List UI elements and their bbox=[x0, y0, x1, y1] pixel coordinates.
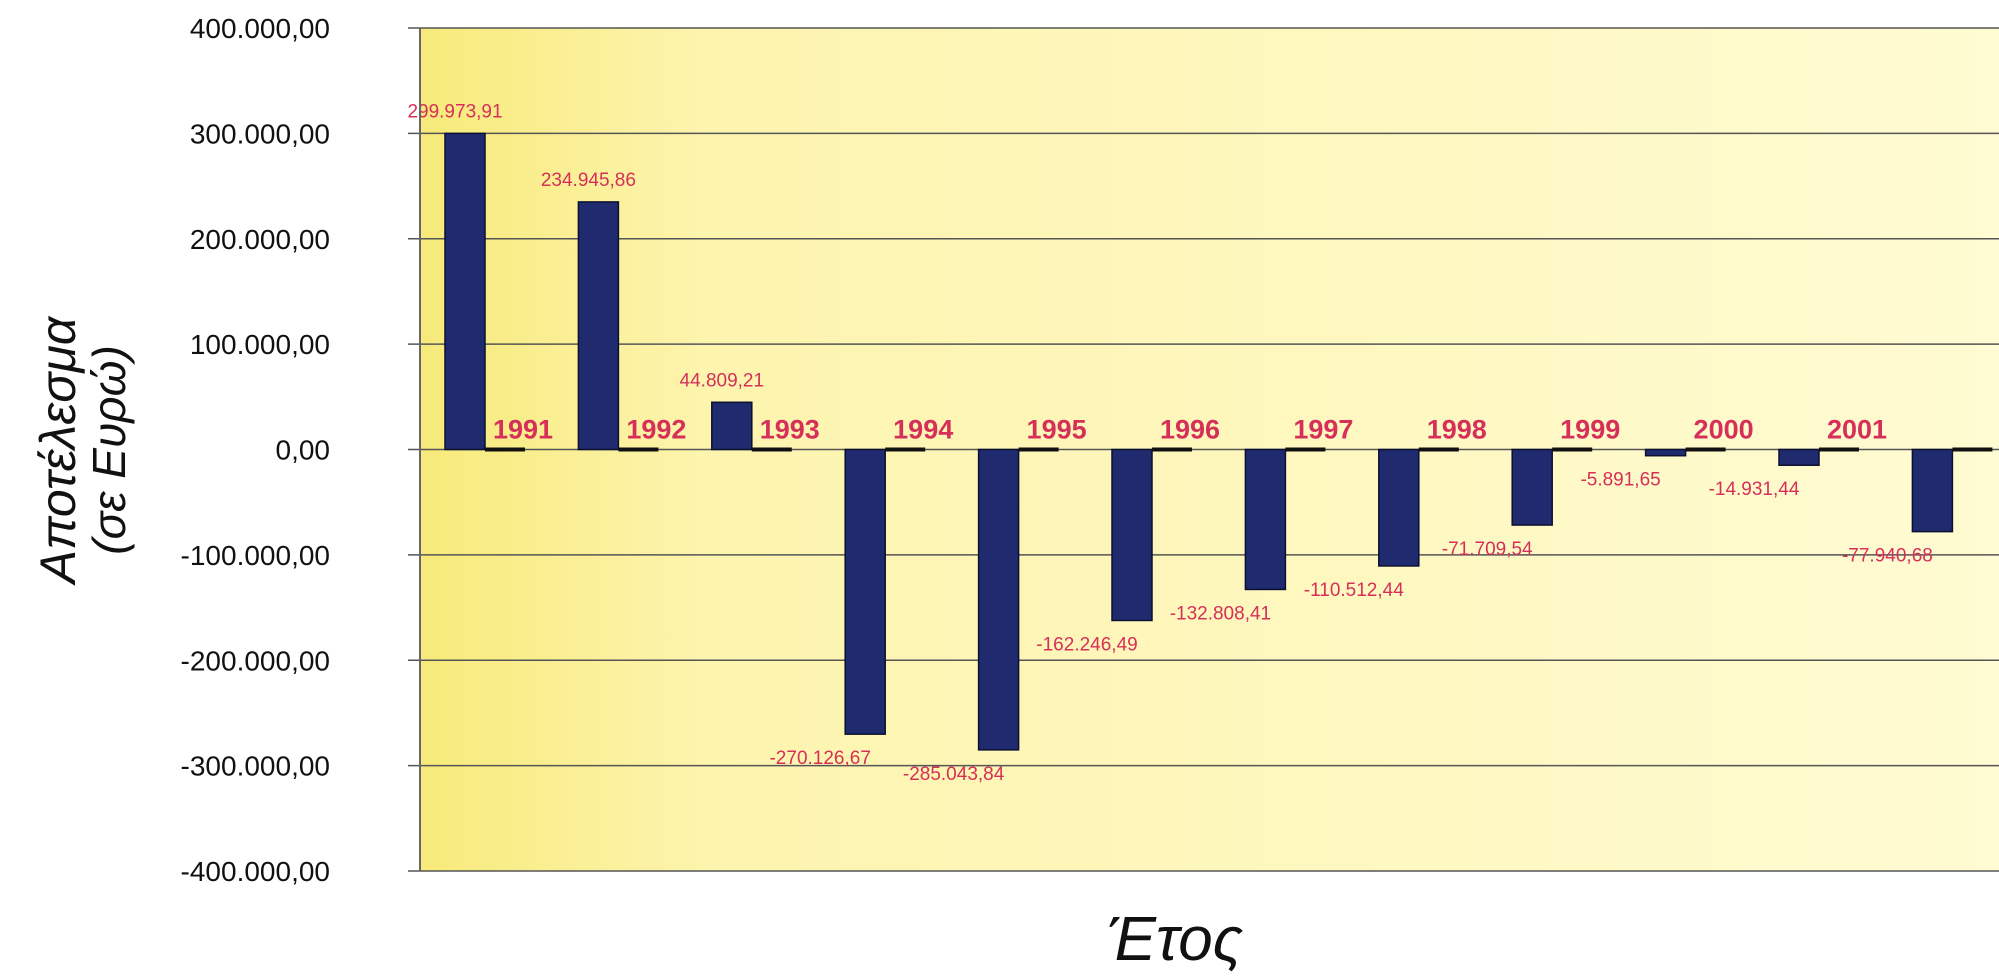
data-label: 234.945,86 bbox=[541, 170, 636, 191]
category-label: 1991 bbox=[493, 415, 553, 445]
bar-secondary bbox=[1418, 447, 1459, 452]
bar bbox=[1378, 448, 1420, 567]
y-tick-label: 0,00 bbox=[276, 435, 331, 466]
category-label: 1993 bbox=[760, 415, 820, 445]
y-tick-label: -100.000,00 bbox=[181, 540, 330, 571]
y-tick-label: 400.000,00 bbox=[190, 13, 330, 44]
bar-secondary bbox=[751, 447, 792, 452]
bar bbox=[1644, 448, 1687, 457]
category-label: 1995 bbox=[1027, 415, 1087, 445]
data-label: -132.808,41 bbox=[1170, 603, 1271, 624]
bar-secondary bbox=[1819, 447, 1859, 452]
x-axis-title: Έτος bbox=[1107, 905, 1243, 974]
y-axis-title-line1: Αποτέλεσμα bbox=[30, 315, 86, 586]
data-label: -77.940,68 bbox=[1842, 546, 1933, 567]
data-label: -270.126,67 bbox=[769, 748, 870, 769]
bar-secondary bbox=[1285, 447, 1326, 452]
bar-secondary bbox=[1152, 447, 1192, 452]
category-label: 1996 bbox=[1160, 415, 1220, 445]
y-tick-label: -200.000,00 bbox=[181, 645, 330, 676]
bar bbox=[1511, 448, 1553, 526]
bar-secondary bbox=[618, 447, 659, 452]
bar-secondary bbox=[1018, 447, 1059, 452]
y-axis-ticks: 400.000,00 300.000,00 200.000,00 100.000,00… bbox=[181, 13, 330, 887]
bar-secondary bbox=[1952, 447, 1993, 452]
bar bbox=[977, 448, 1020, 751]
category-label: 2000 bbox=[1694, 415, 1754, 445]
y-tick-label: 100.000,00 bbox=[190, 329, 330, 360]
category-label: 1997 bbox=[1293, 415, 1353, 445]
data-label: -110.512,44 bbox=[1304, 580, 1404, 601]
y-tick-label: 200.000,00 bbox=[190, 224, 330, 255]
data-labels: 299.973,91 234.945,86 44.809,21 -270.126,67… bbox=[407, 101, 1932, 784]
category-label: 1992 bbox=[626, 415, 686, 445]
category-label: 1998 bbox=[1427, 415, 1487, 445]
bar-secondary bbox=[485, 447, 525, 452]
y-tick-label: -400.000,00 bbox=[181, 856, 330, 887]
data-label: -5.891,65 bbox=[1580, 470, 1660, 491]
bar bbox=[577, 201, 620, 451]
category-label: 1994 bbox=[893, 415, 953, 445]
data-label: -162.246,49 bbox=[1036, 634, 1137, 655]
bar-secondary bbox=[885, 447, 926, 452]
category-label: 1999 bbox=[1560, 415, 1620, 445]
data-label: -71.709,54 bbox=[1442, 539, 1533, 560]
bar bbox=[844, 448, 886, 735]
data-label: 44.809,21 bbox=[680, 370, 765, 391]
data-label: 299.973,91 bbox=[407, 101, 502, 122]
bar-secondary bbox=[1552, 447, 1593, 452]
y-tick-label: 300.000,00 bbox=[190, 118, 330, 149]
y-axis-title: Αποτέλεσμα (σε Ευρώ) bbox=[30, 315, 135, 586]
bar bbox=[711, 401, 753, 451]
gridlines bbox=[408, 27, 1999, 872]
data-label: -14.931,44 bbox=[1709, 479, 1800, 500]
bar bbox=[1111, 448, 1153, 622]
y-tick-label: -300.000,00 bbox=[181, 751, 330, 782]
bar bbox=[444, 132, 486, 451]
bar bbox=[1244, 448, 1287, 591]
data-label: -285.043,84 bbox=[903, 764, 1005, 785]
bar-secondary bbox=[1685, 447, 1726, 452]
category-label: 2001 bbox=[1827, 415, 1887, 445]
bar bbox=[1778, 448, 1820, 466]
bars bbox=[444, 132, 1993, 751]
category-labels: 1991 1992 1993 1994 1995 1996 1997 1998 1999 2000… bbox=[493, 415, 1887, 445]
bar bbox=[1911, 448, 1954, 533]
y-axis-title-line2: (σε Ευρώ) bbox=[83, 345, 135, 555]
